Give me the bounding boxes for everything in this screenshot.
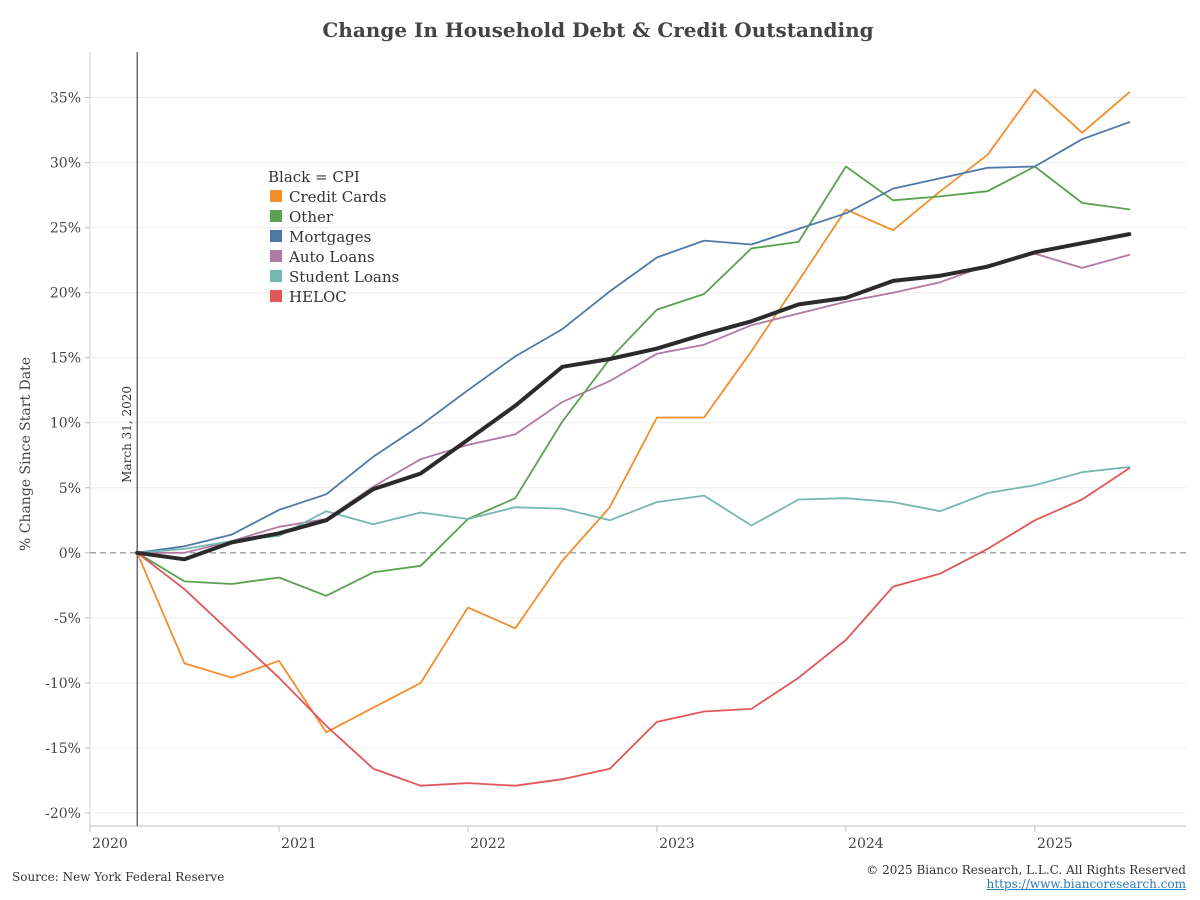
x-axis-ticks: 2020 2021 2022 2023 2024 2025: [89, 826, 1073, 852]
chart-title: Change In Household Debt & Credit Outsta…: [322, 18, 873, 42]
march-2020-marker: March 31, 2020: [120, 52, 138, 826]
y-tick-label: 10%: [50, 416, 81, 432]
legend-swatch: [270, 230, 282, 242]
legend-swatch: [270, 190, 282, 202]
series-line-mortgages: [136, 121, 1131, 554]
y-tick-label: 20%: [50, 286, 81, 302]
legend-header: Black = CPI: [268, 168, 360, 186]
y-tick-label: -15%: [45, 741, 81, 757]
y-tick-label: 15%: [50, 351, 81, 367]
website-link[interactable]: https://www.biancoresearch.com: [986, 877, 1186, 891]
series-line-student-loans: [136, 466, 1131, 554]
y-axis-ticks: 35% 30% 25% 20% 15% 10% 5% 0% -5% -10% -15% -20%: [45, 91, 90, 822]
legend-entry: Other: [289, 208, 334, 226]
series-line-heloc: [136, 467, 1131, 787]
y-tick-label: 25%: [50, 221, 81, 237]
legend-swatch: [270, 270, 282, 282]
x-tick-label: 2024: [848, 836, 884, 852]
y-tick-label: -5%: [54, 611, 81, 627]
x-tick-label: 2023: [659, 836, 695, 852]
x-tick-label: 2022: [470, 836, 506, 852]
source-note: Source: New York Federal Reserve: [12, 870, 225, 884]
legend-swatch: [270, 210, 282, 222]
legend-swatch: [270, 250, 282, 262]
y-tick-label: 30%: [50, 156, 81, 172]
x-tick-label: 2020: [92, 836, 128, 852]
plot-area: [89, 52, 1186, 827]
y-axis-label: % Change Since Start Date: [18, 357, 34, 551]
y-tick-label: -10%: [45, 676, 81, 692]
legend-entry: Credit Cards: [289, 188, 387, 206]
series-line-other: [136, 165, 1131, 597]
legend-entry: Student Loans: [289, 268, 399, 286]
legend-entry: HELOC: [289, 288, 347, 306]
x-tick-label: 2025: [1037, 836, 1073, 852]
legend-entry: Auto Loans: [288, 248, 375, 266]
copyright-text: © 2025 Bianco Research, L.L.C. All Right…: [866, 863, 1186, 877]
y-tick-label: 0%: [59, 546, 81, 562]
legend-entry: Mortgages: [289, 228, 371, 246]
plot-background: [90, 52, 1186, 826]
x-tick-label: 2021: [281, 836, 317, 852]
legend-swatch: [270, 290, 282, 302]
series-lines: [135, 88, 1132, 787]
marker-label: March 31, 2020: [120, 386, 134, 483]
footer-credits: © 2025 Bianco Research, L.L.C. All Right…: [866, 863, 1186, 891]
y-tick-label: -20%: [45, 806, 81, 822]
y-tick-label: 5%: [59, 481, 81, 497]
legend: Black = CPI Credit Cards Other Mortgages Aut…: [268, 168, 399, 306]
y-tick-label: 35%: [50, 91, 81, 107]
series-line-cpi: [135, 232, 1132, 562]
